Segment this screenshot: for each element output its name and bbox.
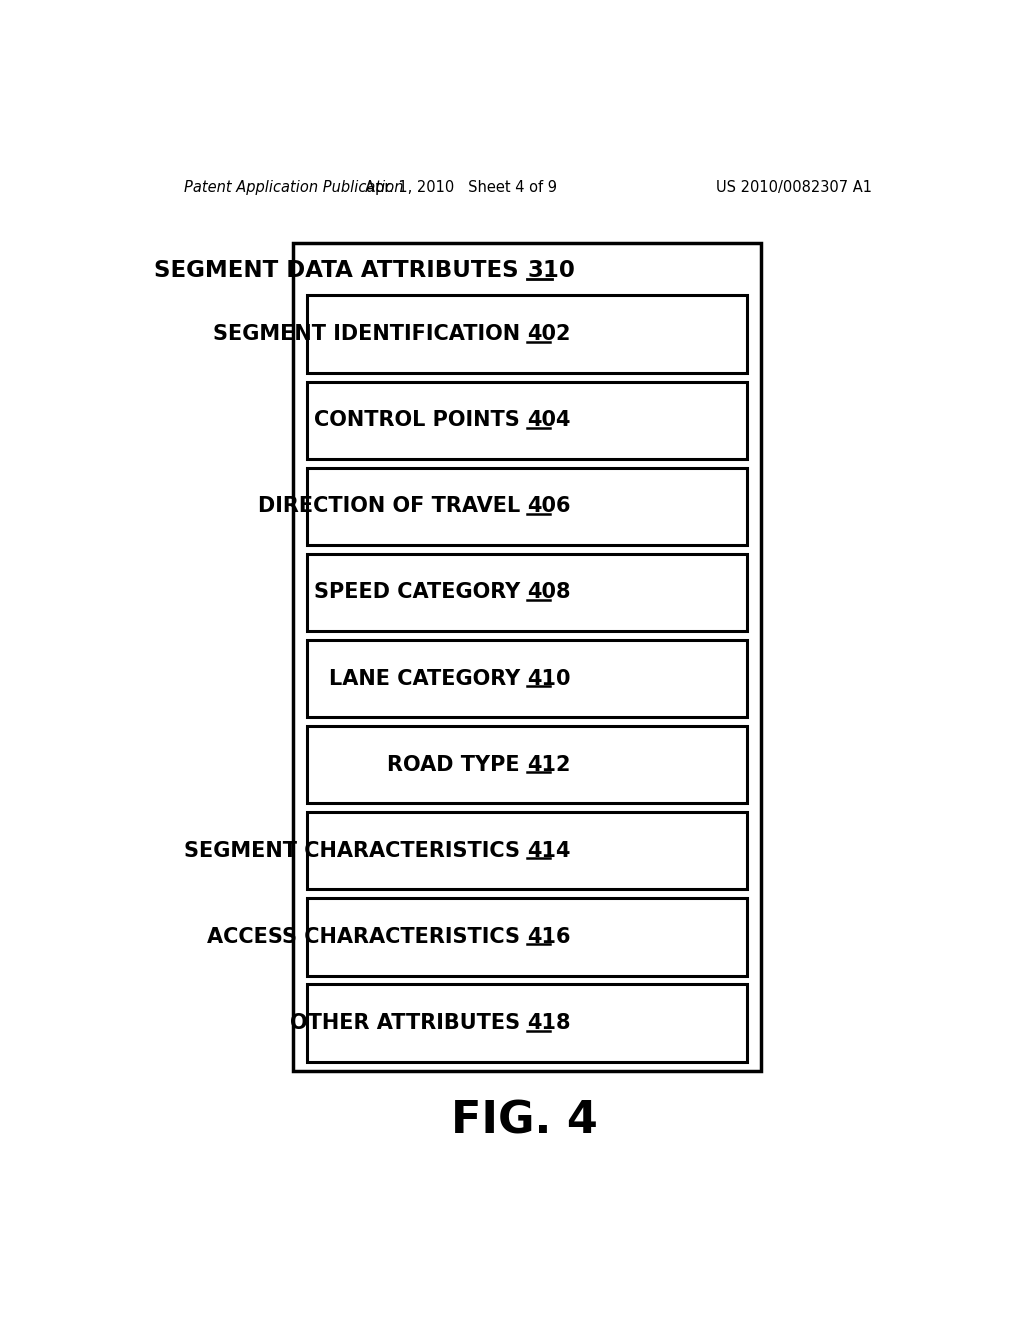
- Text: 416: 416: [527, 927, 570, 946]
- Bar: [293, 243, 761, 1071]
- Text: 406: 406: [527, 496, 570, 516]
- Text: 414: 414: [527, 841, 570, 861]
- Text: FIG. 4: FIG. 4: [452, 1100, 598, 1142]
- Text: SEGMENT IDENTIFICATION: SEGMENT IDENTIFICATION: [213, 325, 527, 345]
- Text: US 2010/0082307 A1: US 2010/0082307 A1: [716, 180, 872, 195]
- Bar: [307, 296, 748, 374]
- Text: DIRECTION OF TRAVEL: DIRECTION OF TRAVEL: [258, 496, 527, 516]
- Text: 412: 412: [527, 755, 570, 775]
- Text: 310: 310: [527, 259, 575, 282]
- Bar: [307, 726, 748, 804]
- Text: OTHER ATTRIBUTES: OTHER ATTRIBUTES: [290, 1012, 527, 1032]
- Text: 404: 404: [527, 411, 570, 430]
- Bar: [307, 812, 748, 890]
- Bar: [307, 467, 748, 545]
- Bar: [307, 381, 748, 459]
- Bar: [307, 898, 748, 975]
- Text: 402: 402: [527, 325, 570, 345]
- Text: ROAD TYPE: ROAD TYPE: [387, 755, 527, 775]
- Text: Patent Application Publication: Patent Application Publication: [183, 180, 403, 195]
- Text: SEGMENT DATA ATTRIBUTES: SEGMENT DATA ATTRIBUTES: [155, 259, 527, 282]
- Bar: [307, 553, 748, 631]
- Text: CONTROL POINTS: CONTROL POINTS: [314, 411, 527, 430]
- Text: Apr. 1, 2010   Sheet 4 of 9: Apr. 1, 2010 Sheet 4 of 9: [366, 180, 557, 195]
- Text: LANE CATEGORY: LANE CATEGORY: [329, 668, 527, 689]
- Text: ACCESS CHARACTERISTICS: ACCESS CHARACTERISTICS: [207, 927, 527, 946]
- Text: 418: 418: [527, 1012, 570, 1032]
- Text: SEGMENT CHARACTERISTICS: SEGMENT CHARACTERISTICS: [184, 841, 527, 861]
- Text: SPEED CATEGORY: SPEED CATEGORY: [313, 582, 527, 602]
- Bar: [307, 640, 748, 717]
- Bar: [307, 983, 748, 1061]
- Text: 408: 408: [527, 582, 570, 602]
- Text: 410: 410: [527, 668, 570, 689]
